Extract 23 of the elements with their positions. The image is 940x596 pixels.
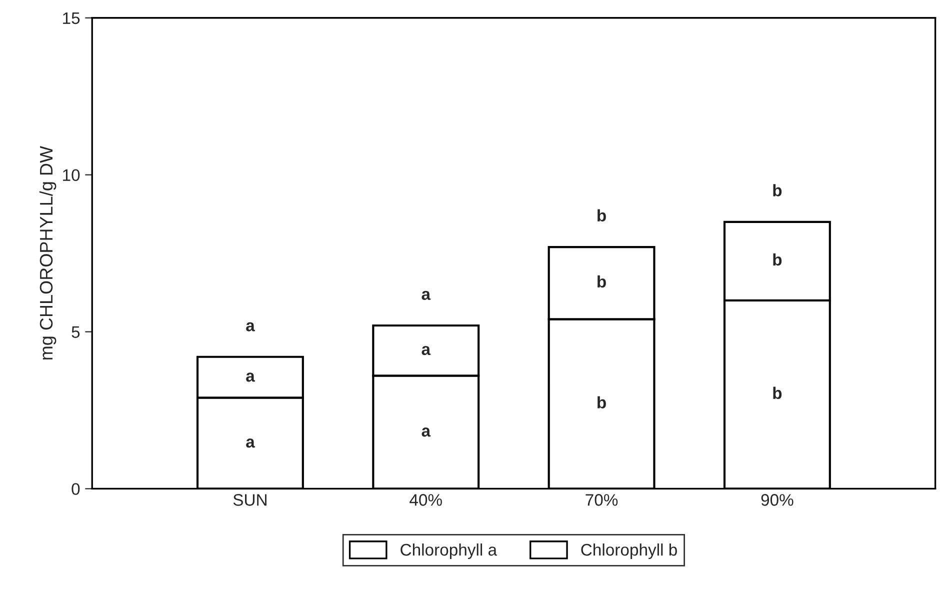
y-tick-label: 10 xyxy=(63,169,80,182)
x-tick-label: 70% xyxy=(586,494,618,506)
annotation: b xyxy=(773,386,782,400)
legend-label: Chlorophyll b xyxy=(581,543,677,560)
x-tick-label: 40% xyxy=(410,494,442,506)
annotation: a xyxy=(422,346,431,356)
legend-label: Chlorophyll a xyxy=(400,543,498,560)
annotation: b xyxy=(598,396,606,408)
y-tick-label: 5 xyxy=(72,326,80,338)
y-tick-label: 0 xyxy=(72,483,80,495)
annotation: b xyxy=(773,184,782,196)
y-tick-label: 15 xyxy=(63,12,80,24)
y-axis-title: mg CHLOROPHYLL/g DW xyxy=(39,146,56,360)
x-tick-label: SUN xyxy=(233,494,266,506)
annotation: a xyxy=(422,428,431,437)
annotation: a xyxy=(246,372,255,382)
annotation: a xyxy=(246,438,255,448)
annotation: a xyxy=(246,322,255,332)
annotation: b xyxy=(598,209,606,222)
annotation: b xyxy=(773,253,782,266)
x-tick-label: 90% xyxy=(761,494,794,506)
annotation: b xyxy=(598,275,606,288)
annotation: a xyxy=(422,290,431,300)
